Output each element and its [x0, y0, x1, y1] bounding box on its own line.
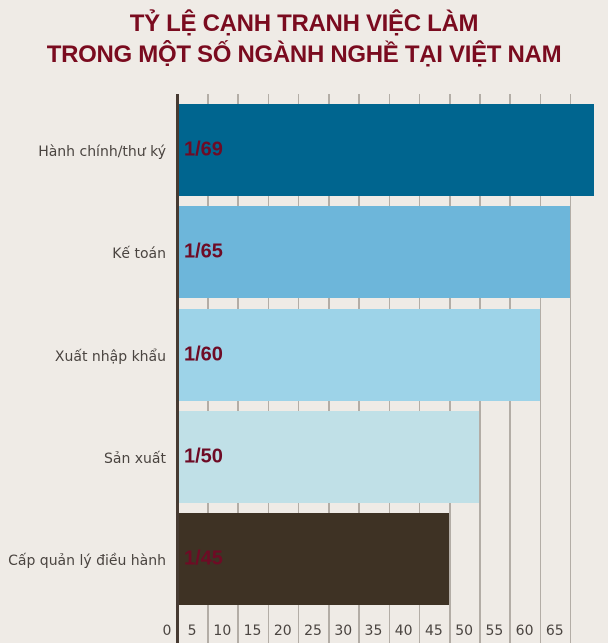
bar: 1/50 — [179, 411, 480, 503]
x-tick-label: 35 — [364, 623, 383, 639]
category-label: Sản xuất — [103, 451, 166, 467]
x-tick-label: 0 — [162, 623, 172, 639]
chart-title-line-2: TRONG MỘT SỐ NGÀNH NGHỀ TẠI VIỆT NAM — [46, 41, 562, 68]
gridline — [569, 94, 572, 643]
x-tick-label: 10 — [213, 623, 232, 639]
x-tick-label: 30 — [334, 623, 353, 639]
bar-value-label: 1/69 — [184, 138, 223, 161]
chart-title: TỶ LỆ CẠNH TRANH VIỆC LÀM TRONG MỘT SỐ N… — [0, 8, 608, 70]
category-label: Kế toán — [112, 246, 166, 262]
x-tick-label: 65 — [545, 623, 564, 639]
bar-value-label: 1/60 — [184, 343, 223, 366]
x-tick-label: 25 — [304, 623, 322, 639]
category-label: Xuất nhập khẩu — [54, 349, 166, 365]
bar: 1/60 — [179, 309, 540, 401]
x-tick-label: 45 — [425, 623, 443, 639]
x-tick-label: 60 — [515, 623, 534, 639]
x-tick-label: 15 — [243, 623, 262, 639]
bar: 1/65 — [179, 206, 570, 298]
bar: 1/45 — [179, 513, 450, 605]
bar-value-label: 1/50 — [184, 445, 223, 468]
x-tick-label: 5 — [187, 623, 197, 639]
gridline — [539, 94, 542, 643]
category-label: Cấp quản lý điều hành — [8, 553, 166, 569]
bar-value-label: 1/65 — [184, 240, 223, 263]
y-axis-line — [176, 94, 179, 643]
x-tick-label: 20 — [273, 623, 292, 639]
x-tick-label: 40 — [394, 623, 413, 639]
x-tick-label: 50 — [455, 623, 474, 639]
bar-value-label: 1/45 — [184, 547, 223, 570]
bar: 1/69 — [179, 104, 595, 196]
x-tick-label: 55 — [485, 623, 504, 639]
category-label: Hành chính/thư ký — [38, 144, 166, 160]
chart-title-line-1: TỶ LỆ CẠNH TRANH VIỆC LÀM — [129, 10, 479, 37]
